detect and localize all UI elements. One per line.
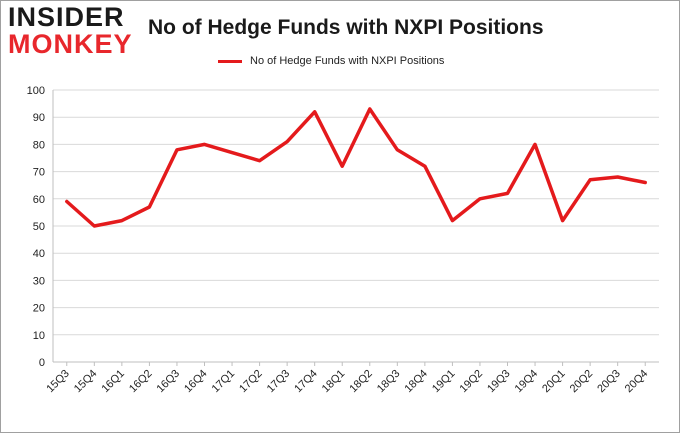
- x-tick-label: 18Q1: [320, 368, 348, 396]
- y-tick-label: 100: [27, 85, 45, 97]
- y-tick-label: 80: [33, 139, 45, 151]
- x-tick-label: 19Q3: [485, 368, 513, 396]
- y-tick-label: 30: [33, 275, 45, 287]
- y-tick-label: 20: [33, 303, 45, 315]
- y-tick-label: 10: [33, 330, 45, 342]
- y-tick-label: 60: [33, 194, 45, 206]
- y-tick-label: 0: [39, 357, 45, 369]
- x-tick-label: 17Q4: [292, 368, 320, 396]
- x-tick-label: 19Q4: [513, 368, 541, 396]
- x-tick-label: 20Q1: [540, 368, 568, 396]
- x-tick-label: 18Q2: [347, 368, 375, 396]
- logo-line-2: MONKEY: [8, 29, 133, 59]
- x-tick-label: 15Q4: [72, 368, 100, 396]
- x-tick-label: 17Q2: [237, 368, 265, 396]
- chart-legend: No of Hedge Funds with NXPI Positions: [218, 55, 444, 67]
- y-tick-label: 70: [33, 167, 45, 179]
- logo-line-1: INSIDER: [8, 2, 125, 32]
- y-tick-label: 50: [33, 221, 45, 233]
- x-tick-label: 16Q2: [127, 368, 155, 396]
- x-tick-label: 18Q3: [375, 368, 403, 396]
- x-tick-label: 19Q1: [430, 368, 458, 396]
- chart-title: No of Hedge Funds with NXPI Positions: [148, 16, 544, 39]
- legend-label: No of Hedge Funds with NXPI Positions: [250, 55, 445, 67]
- x-tick-label: 17Q1: [210, 368, 238, 396]
- x-tick-label: 20Q3: [595, 368, 623, 396]
- x-tick-label: 16Q3: [155, 368, 183, 396]
- x-tick-label: 18Q4: [402, 368, 430, 396]
- x-tick-label: 20Q4: [623, 368, 651, 396]
- x-tick-label: 16Q4: [182, 368, 210, 396]
- y-tick-label: 90: [33, 112, 45, 124]
- series-line: [65, 107, 647, 228]
- legend-swatch: [218, 59, 242, 63]
- x-tick-label: 15Q3: [44, 368, 72, 396]
- x-tick-label: 19Q2: [458, 368, 486, 396]
- x-tick-label: 16Q1: [99, 368, 127, 396]
- x-tick-label: 17Q3: [265, 368, 293, 396]
- y-tick-label: 40: [33, 248, 45, 260]
- insider-monkey-logo: INSIDER MONKEY: [8, 4, 133, 58]
- x-tick-label: 20Q2: [568, 368, 596, 396]
